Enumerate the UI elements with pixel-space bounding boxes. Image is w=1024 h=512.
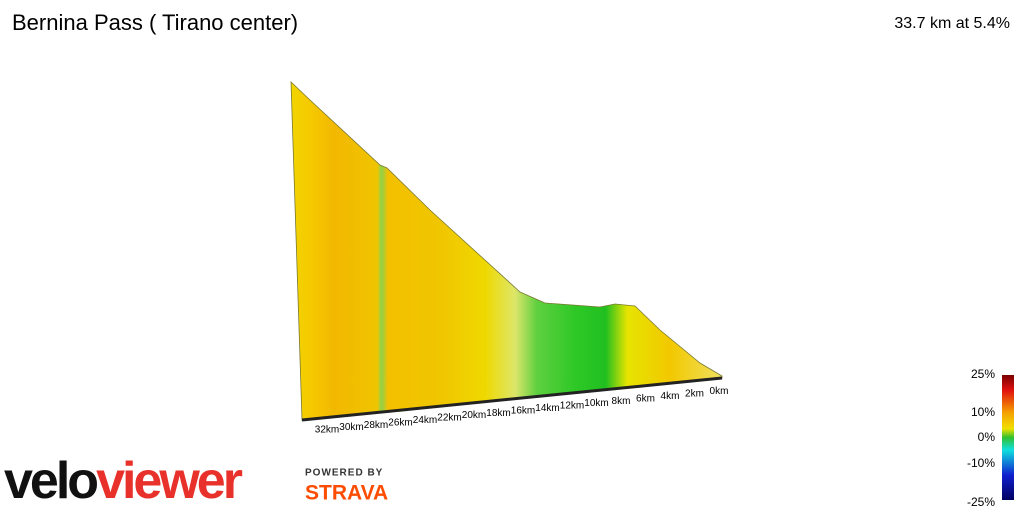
distance-label: 32km [315, 425, 339, 436]
strava-logo: STRAVA [305, 482, 388, 505]
distance-label: 0km [710, 386, 729, 397]
distance-label: 14km [535, 403, 559, 414]
distance-label: 30km [339, 422, 363, 433]
legend-label: -10% [967, 456, 995, 470]
distance-label: 2km [685, 389, 704, 400]
logo: veloviewer [4, 452, 243, 510]
distance-label: 6km [636, 393, 655, 404]
distance-label: 12km [560, 401, 584, 412]
distance-label: 16km [511, 405, 535, 416]
logo-part: viewer [96, 452, 243, 510]
powered-by: POWERED BY [305, 468, 383, 479]
distance-axis: 32km 30km 28km 26km 24km 22km 20km 18km 16km 14km… [315, 386, 729, 435]
distance-label: 28km [364, 420, 388, 431]
distance-label: 4km [661, 391, 680, 402]
distance-label: 26km [388, 417, 412, 428]
legend-label: 10% [971, 405, 995, 419]
distance-label: 18km [486, 408, 510, 419]
distance-label: 8km [612, 396, 631, 407]
baseline [301, 376, 723, 422]
legend-label: 0% [978, 430, 996, 444]
legend-label: -25% [967, 495, 995, 509]
gradient-legend-bar [1002, 375, 1014, 500]
distance-label: 10km [584, 398, 608, 409]
summary: 33.7 km at 5.4% [894, 15, 1010, 32]
distance-label: 22km [437, 413, 461, 424]
gradient-legend: 25% 10% 0% -10% -25% [967, 367, 995, 509]
distance-label: 20km [462, 410, 486, 421]
distance-label: 24km [413, 415, 437, 426]
elevation-profile [290, 81, 723, 421]
title: Bernina Pass ( Tirano center) [12, 10, 298, 35]
legend-label: 25% [971, 367, 995, 381]
logo-part: velo [4, 452, 97, 510]
